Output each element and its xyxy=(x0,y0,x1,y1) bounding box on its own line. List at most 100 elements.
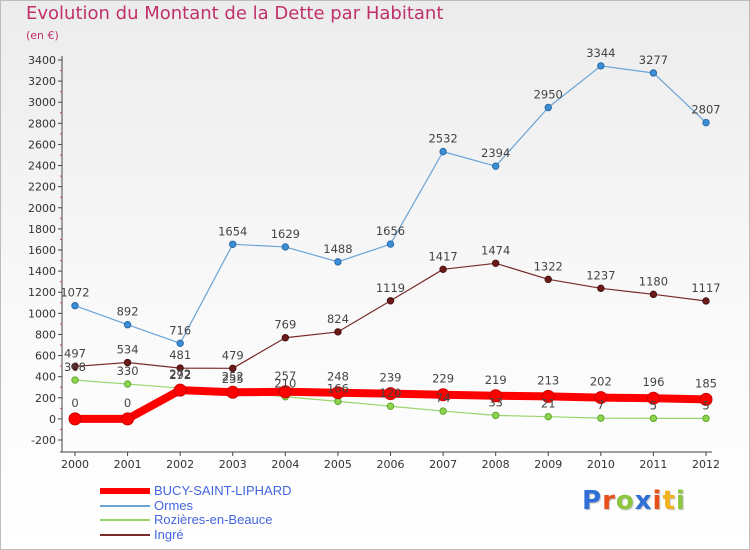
legend-swatch xyxy=(100,533,150,536)
data-label: 479 xyxy=(222,348,244,362)
data-point xyxy=(386,402,395,410)
y-tick-label: 2000 xyxy=(28,202,56,215)
data-label: 2532 xyxy=(428,132,457,146)
data-point xyxy=(229,240,237,249)
y-tick-label: 1200 xyxy=(28,286,56,299)
data-label: 292 xyxy=(169,368,191,382)
data-label: 3277 xyxy=(639,53,668,67)
data-label: 824 xyxy=(327,312,349,326)
legend-swatch xyxy=(100,519,150,521)
legend-label: Rozières-en-Beauce xyxy=(154,512,273,527)
x-tick-label: 2005 xyxy=(324,458,352,471)
data-label: 239 xyxy=(380,371,402,385)
data-label: 219 xyxy=(485,373,507,387)
y-tick-label: 800 xyxy=(35,328,56,341)
data-point xyxy=(544,412,552,421)
x-tick-label: 2009 xyxy=(534,458,562,471)
data-point xyxy=(68,412,82,426)
data-label: 1629 xyxy=(271,227,300,241)
data-label: 1474 xyxy=(481,243,510,257)
data-label: 534 xyxy=(117,343,139,357)
data-label: 255 xyxy=(222,372,244,386)
x-tick-label: 2011 xyxy=(639,458,667,471)
data-label: 2807 xyxy=(691,103,720,117)
data-label: 368 xyxy=(64,360,86,374)
data-point xyxy=(278,385,292,399)
y-tick-label: 1400 xyxy=(28,265,56,278)
data-label: 257 xyxy=(274,369,296,383)
y-tick-label: 3000 xyxy=(28,96,56,109)
y-tick-label: 400 xyxy=(35,371,56,384)
data-point xyxy=(491,162,500,170)
data-point xyxy=(123,321,132,329)
legend-label: Ormes xyxy=(154,497,193,513)
data-point xyxy=(439,407,447,415)
legend-swatch xyxy=(100,504,150,507)
data-point xyxy=(384,387,397,401)
data-label: 1180 xyxy=(639,274,668,288)
data-point xyxy=(649,69,658,77)
data-label: 272 xyxy=(169,367,191,381)
data-label: 2950 xyxy=(534,88,563,102)
data-label: 1237 xyxy=(586,268,615,282)
data-label: 3344 xyxy=(586,46,615,60)
data-point xyxy=(597,62,605,70)
data-point xyxy=(541,389,555,403)
y-tick-label: 2400 xyxy=(28,160,56,173)
data-point xyxy=(702,297,710,305)
data-label: 1417 xyxy=(428,249,457,263)
data-point xyxy=(702,414,710,423)
data-point xyxy=(386,297,395,305)
chart-unit-label: (en €) xyxy=(26,29,59,42)
legend-label: Ingré xyxy=(154,526,184,542)
data-point xyxy=(597,284,605,293)
data-point xyxy=(229,364,237,373)
data-point xyxy=(331,386,345,400)
data-label: 769 xyxy=(274,318,296,332)
data-label: 1322 xyxy=(534,259,563,273)
data-point xyxy=(646,391,660,405)
data-label: 5 xyxy=(702,398,709,412)
x-tick-label: 2002 xyxy=(166,458,194,471)
y-tick-label: 1000 xyxy=(28,307,56,320)
data-label: 892 xyxy=(117,305,139,319)
data-point xyxy=(649,414,658,423)
data-label: 1656 xyxy=(376,224,405,238)
data-label: 1119 xyxy=(376,281,405,295)
data-point xyxy=(699,392,713,406)
data-label: 1488 xyxy=(323,242,352,256)
data-label: 0 xyxy=(124,396,131,410)
data-point xyxy=(71,302,79,310)
y-tick-label: 1800 xyxy=(28,223,56,236)
legend-label: BUCY-SAINT-LIPHARD xyxy=(154,483,292,498)
y-tick-label: 2200 xyxy=(28,181,56,194)
y-tick-label: 3200 xyxy=(28,75,56,88)
data-label: 229 xyxy=(432,372,454,386)
y-tick-label: 0 xyxy=(49,413,56,426)
brand-logo: Proxiti xyxy=(582,486,686,516)
data-label: 120 xyxy=(380,386,402,400)
data-label: 166 xyxy=(327,381,349,395)
data-point xyxy=(702,118,710,127)
data-point xyxy=(123,358,132,367)
data-label: 248 xyxy=(327,370,349,384)
data-point xyxy=(281,243,290,251)
data-label: 21 xyxy=(541,397,556,411)
data-label: 2394 xyxy=(481,146,510,160)
x-tick-label: 2012 xyxy=(692,458,720,471)
x-tick-label: 2007 xyxy=(429,458,457,471)
y-tick-label: -200 xyxy=(31,434,56,447)
legend-swatch xyxy=(100,488,150,494)
data-point xyxy=(544,103,552,112)
x-tick-label: 2004 xyxy=(271,458,299,471)
data-label: 202 xyxy=(590,375,612,389)
x-tick-label: 2010 xyxy=(587,458,615,471)
data-point xyxy=(334,328,342,336)
data-point xyxy=(386,240,395,248)
y-tick-label: 200 xyxy=(35,392,56,405)
data-point xyxy=(71,362,79,371)
chart-title: Evolution du Montant de la Dette par Hab… xyxy=(26,3,444,24)
data-point xyxy=(491,259,500,267)
data-label: 330 xyxy=(117,364,139,378)
